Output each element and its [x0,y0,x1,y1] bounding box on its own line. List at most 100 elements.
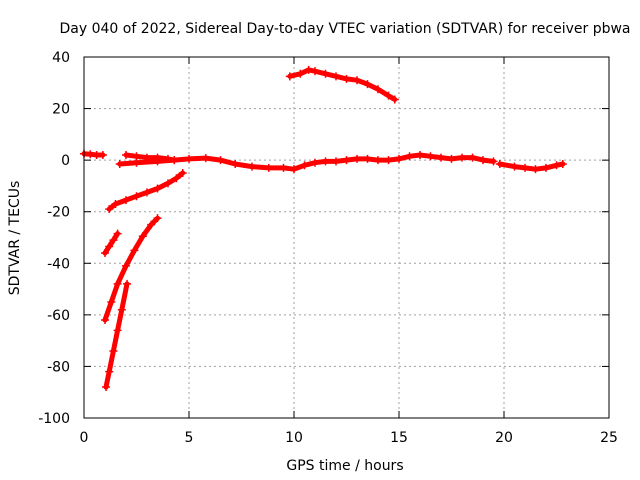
series-trace [102,215,160,323]
data-series-arc-5 [105,169,187,214]
data-series-arc-8 [102,279,132,392]
data-point [143,188,151,197]
data-point [153,153,162,162]
data-point [304,65,313,74]
data-point [164,179,172,188]
data-point [107,297,116,306]
data-point [117,305,126,314]
series-trace [102,231,121,256]
data-point [296,69,305,78]
data-point [170,156,179,165]
data-point [405,152,414,161]
data-point [153,184,162,193]
data-point [123,279,132,288]
data-point [285,72,294,81]
chart-title: Day 040 of 2022, Sidereal Day-to-day VTE… [59,21,630,37]
data-point [164,154,172,163]
x-tick-label: 25 [600,430,618,446]
data-point [102,383,111,392]
data-point [479,156,487,165]
data-point [521,163,529,172]
data-point [122,261,130,270]
data-point [311,158,319,167]
data-point [122,150,130,159]
data-point [311,67,319,76]
data-point [111,199,120,208]
y-tick-label: -20 [47,205,70,221]
data-point [332,72,340,81]
data-point [216,156,225,165]
data-point [105,242,114,251]
data-point [458,153,466,162]
data-point [113,229,122,238]
x-tick-label: 5 [185,430,194,446]
data-point [510,162,519,171]
y-tick-label: -100 [38,411,70,427]
data-series-arc-7 [101,214,162,325]
data-point [447,154,456,163]
plot-frame [83,56,610,419]
data-point [342,74,351,83]
data-point [248,162,256,171]
x-tick-label: 15 [390,430,408,446]
data-point [138,232,147,241]
data-point [101,248,109,257]
y-axis-label: SDTVAR / TECUs [7,181,23,296]
data-series-arc-3 [495,160,567,174]
data-point [552,161,561,170]
data-point [495,160,504,169]
series-trace [106,170,186,212]
data-point [98,150,107,159]
data-point [231,160,240,169]
data-point [113,326,122,335]
data-point [290,165,298,174]
data-point [201,154,210,163]
data-point [300,161,309,170]
data-point [115,160,124,169]
y-tick-label: 20 [52,102,70,118]
data-point [384,91,393,100]
data-point [178,169,187,178]
x-tick-label: 20 [495,430,513,446]
data-point [353,154,361,163]
data-point [384,156,393,165]
y-tick-label: -80 [47,359,70,375]
y-tick-label: -60 [47,308,70,324]
data-point [558,160,567,169]
data-point [101,316,109,325]
data-point [130,246,139,255]
data-point [113,279,122,288]
data-point [143,153,151,162]
data-point [172,174,181,183]
data-point [395,154,403,163]
data-series-arc-1 [115,150,498,174]
data-point [109,346,118,355]
data-point [353,76,361,85]
data-point [416,150,424,159]
data-point [489,157,498,166]
data-point [147,220,156,229]
data-point [542,163,550,172]
data-point [363,154,372,163]
data-point [374,156,382,165]
data-point [531,165,540,174]
data-point [468,153,477,162]
y-tick-label: -40 [47,256,70,272]
x-tick-label: 10 [285,430,303,446]
series-trace [287,67,398,102]
data-point [185,154,193,163]
data-point [264,163,273,172]
data-point [153,214,162,223]
data-series-arc-6 [101,229,122,257]
data-point [321,157,330,166]
data-point [109,236,118,245]
data-point [122,196,130,205]
data-point [105,367,114,376]
x-tick-label: 0 [80,430,89,446]
data-point [321,69,330,78]
data-point [86,150,95,159]
data-point [363,80,372,89]
data-point [105,205,114,214]
data-point [279,163,288,172]
